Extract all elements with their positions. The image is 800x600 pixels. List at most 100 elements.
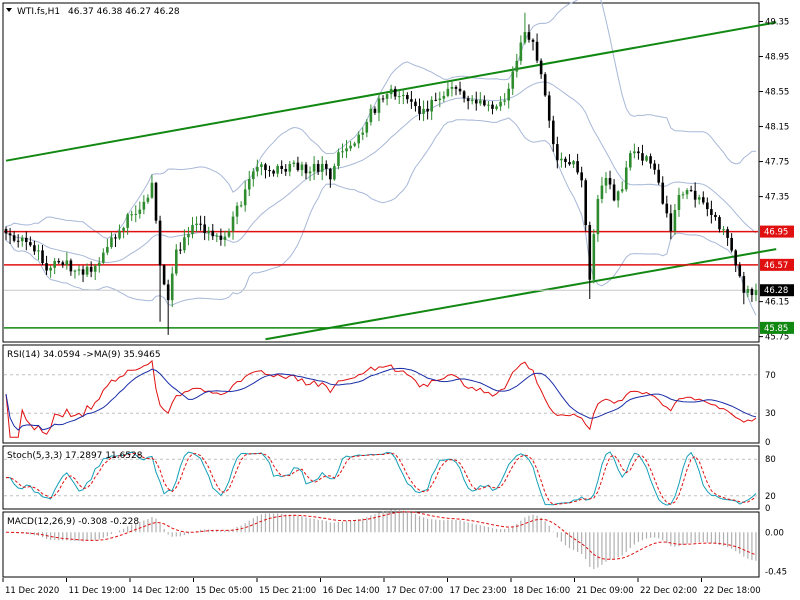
candle-body [260, 164, 263, 167]
candle [665, 195, 669, 218]
candle [373, 106, 377, 115]
candle [316, 160, 320, 175]
candle [329, 167, 332, 188]
candle-body [24, 237, 28, 243]
candle [16, 234, 20, 248]
candle-body [568, 162, 571, 165]
candle [345, 139, 348, 159]
candle [718, 215, 721, 233]
candle [462, 90, 466, 103]
candle [20, 235, 24, 247]
candle [73, 269, 77, 279]
candle-body [495, 106, 498, 109]
candle-body [649, 156, 652, 164]
candle [199, 215, 202, 231]
candle-body [33, 245, 36, 252]
candle-body [580, 172, 583, 181]
candle-body [474, 99, 478, 104]
candle-body [345, 148, 348, 152]
candle [8, 228, 12, 245]
candle [410, 90, 413, 109]
candle [296, 156, 300, 172]
macd-signal-line [6, 511, 757, 560]
candle [430, 96, 433, 121]
symbol-menu-icon[interactable] [6, 8, 12, 12]
trend-lines[interactable] [4, 21, 777, 341]
candle-body [284, 169, 288, 172]
candle-body [543, 74, 547, 96]
candle [641, 144, 644, 166]
candle [215, 233, 219, 243]
candle [231, 211, 235, 240]
candle [470, 95, 474, 105]
candle [276, 164, 279, 178]
level-tag-label: 46.95 [764, 228, 788, 238]
time-tick-label: 17 Dec 07:00 [386, 586, 443, 596]
candle-body [584, 180, 588, 226]
candle [337, 148, 340, 170]
candle-body [85, 266, 89, 275]
candle-body [377, 98, 381, 113]
candle-body [730, 237, 733, 251]
candle [750, 287, 754, 302]
candle-body [551, 120, 555, 145]
time-tick-label: 21 Dec 09:00 [577, 586, 634, 596]
candle-body [385, 94, 389, 99]
candle-body [365, 122, 369, 133]
stoch-main-line [6, 451, 757, 506]
candle [377, 95, 381, 122]
time-tick-label: 11 Dec 19:00 [69, 586, 126, 596]
candle-body [16, 240, 20, 242]
rsi-ma-line [5, 367, 757, 431]
candle-body [576, 161, 579, 173]
candle [187, 226, 190, 246]
candle-body [223, 236, 227, 240]
candle-body [77, 269, 81, 271]
candle [235, 202, 239, 225]
macd-pane[interactable]: 0.00 -0.45 MACD(12,26,9) -0.308 -0.228 [2, 509, 787, 578]
rsi-lines [4, 359, 758, 438]
candle [320, 156, 324, 181]
candle [616, 190, 620, 208]
candle [243, 181, 247, 212]
candlesticks[interactable] [4, 12, 758, 335]
candle-body [142, 201, 146, 210]
candle-body [726, 229, 729, 238]
price-tick-label: 47.35 [765, 193, 789, 203]
candle [114, 234, 117, 247]
stochastic-pane[interactable]: 80 20 0 Stoch(5,3,3) 17.2897 11.6528 [2, 445, 776, 514]
macd-tick-label: 0.00 [765, 528, 784, 538]
candle-body [697, 197, 701, 200]
candle-body [276, 165, 279, 174]
candle [564, 156, 567, 168]
candle-body [633, 151, 636, 154]
candle-body [596, 198, 600, 235]
rsi-pane[interactable]: 70 30 0 RSI(14) 34.0594 ->MA(9) 35.9465 [2, 344, 776, 448]
candle-body [624, 167, 628, 190]
candle [381, 95, 385, 103]
bollinger-middle [5, 81, 757, 264]
stochastic-lines [4, 451, 758, 506]
candle [547, 91, 551, 128]
candle [118, 224, 121, 240]
candle-body [252, 171, 255, 180]
candle [487, 101, 490, 112]
candle [110, 232, 113, 249]
candle-body [183, 237, 186, 251]
candle-body [657, 169, 660, 183]
candle [211, 223, 215, 240]
candle [65, 252, 69, 270]
level-tag-label: 46.57 [764, 261, 788, 271]
candle-body [410, 99, 413, 102]
level-tag [760, 225, 794, 238]
macd-title: MACD(12,26,9) -0.308 -0.228 [7, 517, 139, 527]
candle [166, 279, 170, 335]
price-pane[interactable]: 49.35 48.95 48.55 48.15 47.75 47.35 46.15 45.75… [2, 0, 794, 343]
candle-body [361, 132, 365, 135]
bollinger-upper [5, 0, 757, 239]
time-tick-label: 14 Dec 12:00 [132, 586, 189, 596]
candle-body [93, 265, 97, 272]
candle-body [491, 104, 494, 109]
candle [450, 81, 454, 97]
